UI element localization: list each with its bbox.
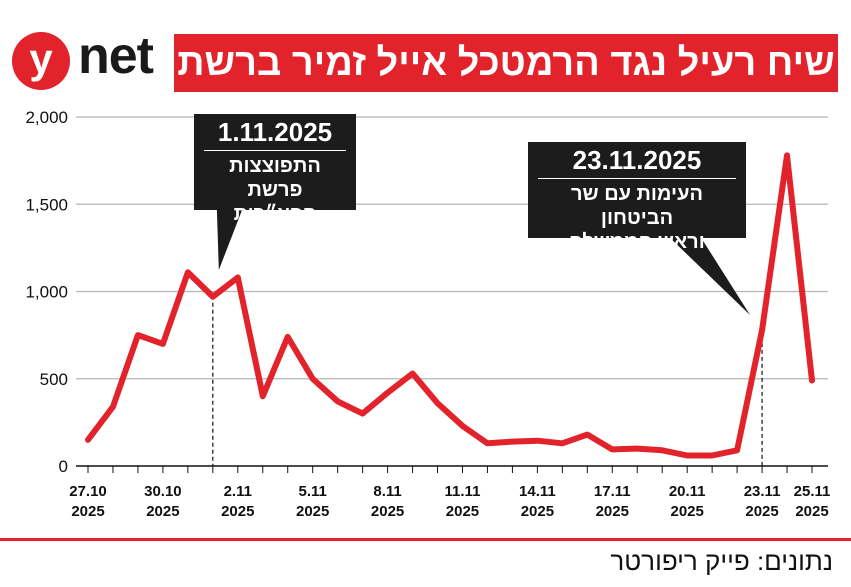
x-tick-label-year: 2025	[670, 503, 703, 520]
x-tick-label-year: 2025	[371, 503, 404, 520]
y-tick-label: 2,000	[25, 108, 68, 127]
data-point	[634, 446, 640, 452]
data-point	[210, 294, 216, 300]
header: y net שיח רעיל נגד הרמטכל אייל זמיר ברשת	[0, 0, 851, 100]
x-tick-label: 8.11	[373, 483, 401, 500]
annotation-pointer-1	[216, 208, 243, 270]
data-point	[285, 334, 291, 340]
data-point	[110, 404, 116, 410]
data-source: נתונים: פייק ריפורטר	[610, 546, 833, 576]
annotation-text-line1: התפוצצות פרשת	[229, 155, 321, 201]
data-point	[809, 377, 815, 383]
data-point	[135, 332, 141, 338]
x-tick-label: 14.11	[519, 483, 556, 500]
y-tick-label: 1,500	[25, 195, 68, 214]
y-tick-label: 1,000	[25, 283, 68, 302]
annotation-text-line2: וראש הממשלה	[569, 231, 705, 253]
annotation-text-line2: הפצ״רית	[233, 203, 317, 225]
x-tick-label-year: 2025	[596, 503, 629, 520]
annotation-divider	[204, 150, 346, 151]
ynet-logo-circle: y	[12, 32, 70, 90]
annotation-date: 23.11.2025	[572, 145, 702, 175]
x-tick-label-year: 2025	[221, 503, 254, 520]
y-tick-label: 0	[59, 457, 68, 476]
x-tick-label: 23.11	[744, 483, 781, 500]
line-chart: 0 500 1,000 1,500 2,000 27.10 2025 30.10 2025 2.1…	[25, 108, 831, 520]
data-point	[235, 275, 241, 281]
data-point	[85, 437, 91, 443]
x-tick-label: 25.11	[794, 483, 831, 500]
data-point	[709, 453, 715, 459]
data-point	[509, 439, 515, 445]
data-point	[185, 269, 191, 275]
x-tick-label: 30.10	[144, 483, 182, 500]
x-tick-label-year: 2025	[745, 503, 778, 520]
x-tick-label-year: 2025	[296, 503, 329, 520]
data-point	[410, 371, 416, 377]
data-point	[609, 446, 615, 452]
annotation-text-line1: העימות עם שר הביטחון	[571, 183, 703, 229]
data-point	[459, 423, 465, 429]
x-tick-label-year: 2025	[446, 503, 479, 520]
data-point	[559, 440, 565, 446]
x-tick-label-year: 2025	[795, 503, 828, 520]
data-point	[584, 432, 590, 438]
series-line	[85, 152, 815, 459]
chart-title: שיח רעיל נגד הרמטכל אייל זמיר ברשת	[174, 34, 838, 92]
annotation-callout-2: 23.11.2025 העימות עם שר הביטחון וראש הממ…	[528, 142, 746, 253]
data-point	[435, 400, 441, 406]
footer-divider	[0, 538, 851, 541]
data-point	[534, 438, 540, 444]
data-point	[684, 453, 690, 459]
annotation-text: התפוצצות פרשת הפצ״רית	[194, 151, 356, 230]
data-point	[260, 393, 266, 399]
data-point	[759, 327, 765, 333]
data-point	[310, 376, 316, 382]
annotation-date: 1.11.2025	[217, 117, 333, 147]
data-point	[784, 152, 790, 158]
x-tick-label: 20.11	[669, 483, 706, 500]
x-tick-label-year: 2025	[71, 503, 104, 520]
x-tick-label: 17.11	[594, 483, 631, 500]
y-tick-label: 500	[40, 370, 68, 389]
x-tick-label: 2.11	[224, 483, 252, 500]
x-tick-label-year: 2025	[521, 503, 554, 520]
x-tick-label: 11.11	[445, 483, 481, 500]
data-point	[335, 398, 341, 404]
data-point	[734, 447, 740, 453]
x-tick-label: 27.10	[69, 483, 107, 500]
data-point	[160, 341, 166, 347]
annotation-text: העימות עם שר הביטחון וראש הממשלה	[528, 179, 746, 258]
annotation-divider	[538, 178, 736, 179]
data-point	[659, 447, 665, 453]
data-point	[484, 440, 490, 446]
data-point	[385, 390, 391, 396]
annotation-pointer-2	[668, 236, 751, 315]
ynet-logo-text: net	[78, 27, 154, 85]
x-tick-label-year: 2025	[146, 503, 179, 520]
data-point	[360, 411, 366, 417]
annotation-callout-1: 1.11.2025 התפוצצות פרשת הפצ״רית	[194, 114, 356, 225]
x-tick-label: 5.11	[299, 483, 327, 500]
